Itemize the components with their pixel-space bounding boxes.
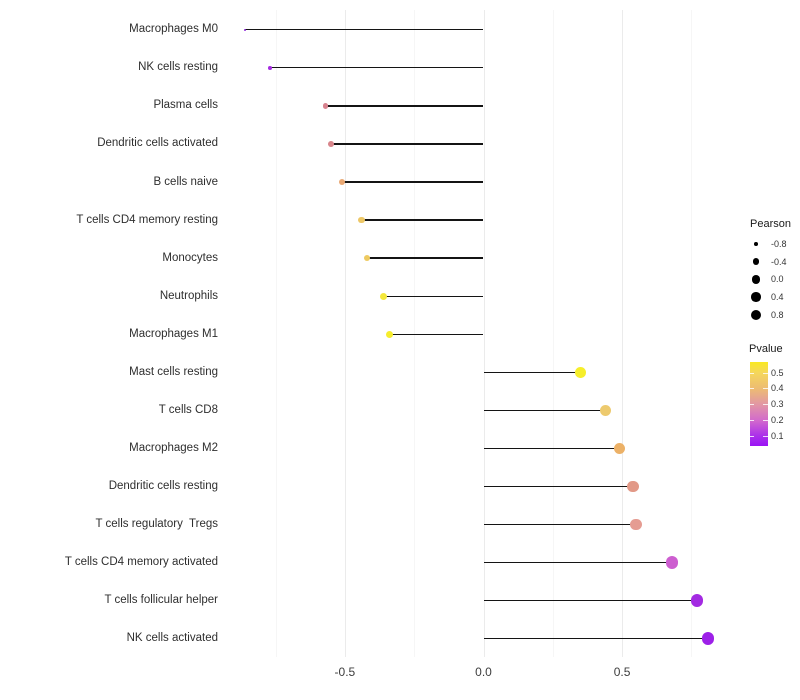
lollipop-dot <box>339 178 346 186</box>
lollipop-stem <box>483 561 672 564</box>
pvalue-tick-label: 0.2 <box>771 415 784 426</box>
gridline-major <box>483 10 485 657</box>
lollipop-stem <box>483 371 581 373</box>
gridline-major <box>344 10 346 657</box>
colorbar-tick <box>763 388 768 390</box>
pvalue-tick-label: 0.1 <box>771 430 784 441</box>
colorbar-tick <box>763 372 768 374</box>
colorbar-tick <box>749 435 754 437</box>
y-axis-label: T cells follicular helper <box>104 594 218 607</box>
colorbar-tick <box>749 404 754 406</box>
y-axis-label: NK cells activated <box>126 632 218 645</box>
legend-size-label: -0.8 <box>771 239 787 249</box>
y-axis-label: Macrophages M0 <box>129 23 218 36</box>
lollipop-stem <box>361 219 484 221</box>
lollipop-stem <box>483 637 709 640</box>
pvalue-colorbar <box>749 362 768 446</box>
lollipop-stem <box>483 447 620 449</box>
y-axis-label: NK cells resting <box>138 61 218 74</box>
lollipop-stem <box>483 485 634 488</box>
legend-size-label: -0.4 <box>771 256 787 267</box>
y-axis-label: Monocytes <box>162 251 218 264</box>
lollipop-dot <box>243 28 247 31</box>
legend-size-label: 0.8 <box>771 309 784 320</box>
lollipop-dot <box>599 404 612 416</box>
lollipop-dot <box>363 254 371 262</box>
pvalue-tick-label: 0.3 <box>771 399 784 410</box>
lollipop-dot <box>380 292 388 300</box>
colorbar-tick <box>763 404 768 406</box>
lollipop-stem <box>245 29 484 31</box>
x-tick-label: -0.5 <box>334 665 356 679</box>
pvalue-legend-title: Pvalue <box>749 343 783 355</box>
gridline-minor <box>691 10 693 657</box>
lollipop-stem <box>483 409 606 411</box>
lollipop-dot <box>358 216 365 224</box>
lollipop-stem <box>331 143 484 145</box>
y-axis-label: Dendritic cells resting <box>108 479 218 492</box>
lollipop-dot <box>322 103 329 109</box>
lollipop-dot <box>701 632 715 645</box>
lollipop-dot <box>328 141 334 147</box>
y-axis-label: Plasma cells <box>153 99 218 112</box>
lollipop-stem <box>342 181 484 183</box>
gridline-minor <box>414 10 416 657</box>
y-axis-label: T cells regulatory Tregs <box>95 517 218 530</box>
lollipop-dot <box>627 480 639 493</box>
lollipop-stem <box>483 523 636 526</box>
lollipop-stem <box>270 67 484 69</box>
x-tick-label: 0.0 <box>475 665 492 679</box>
gridline-major <box>622 10 624 657</box>
x-tick-label: 0.5 <box>613 665 631 679</box>
lollipop-dot <box>575 366 586 378</box>
legend-size-dot <box>754 242 758 246</box>
legend-size-dot <box>752 258 760 265</box>
colorbar-tick <box>763 435 768 437</box>
lollipop-dot <box>613 442 625 455</box>
y-axis-label: Dendritic cells activated <box>97 137 218 150</box>
y-axis-label: Macrophages M2 <box>129 441 218 454</box>
pvalue-tick-label: 0.5 <box>771 367 784 378</box>
pearson-legend-title: Pearson <box>750 218 791 230</box>
y-axis-label: Neutrophils <box>159 289 218 302</box>
y-axis-label: Mast cells resting <box>129 365 218 378</box>
lollipop-dot <box>268 65 272 70</box>
legend-size-label: 0.0 <box>771 274 784 285</box>
lollipop-dot <box>665 556 679 569</box>
lollipop-stem <box>367 257 484 259</box>
legend-size-dot <box>750 309 762 320</box>
y-axis-label: T cells CD4 memory resting <box>76 213 218 226</box>
colorbar-tick <box>749 420 754 422</box>
y-axis-label: T cells CD8 <box>158 403 218 416</box>
y-axis-label: T cells CD4 memory activated <box>64 556 218 568</box>
lollipop-stem <box>383 295 484 297</box>
colorbar-tick <box>749 388 754 390</box>
gridline-minor <box>275 10 277 657</box>
y-axis-label: B cells naive <box>153 175 218 188</box>
lollipop-stem <box>389 333 484 335</box>
lollipop-dot <box>385 330 393 338</box>
y-axis-label: Macrophages M1 <box>129 327 218 340</box>
legend-size-dot <box>751 292 761 302</box>
colorbar-tick <box>749 372 754 374</box>
legend-size-label: 0.4 <box>771 292 784 303</box>
legend-size-dot <box>751 275 761 284</box>
colorbar-tick <box>763 420 768 422</box>
lollipop-stem <box>483 599 697 602</box>
lollipop-dot <box>630 518 642 531</box>
gridline-minor <box>552 10 554 657</box>
pvalue-tick-label: 0.4 <box>771 383 784 394</box>
lollipop-dot <box>690 594 704 607</box>
lollipop-stem <box>325 105 484 107</box>
